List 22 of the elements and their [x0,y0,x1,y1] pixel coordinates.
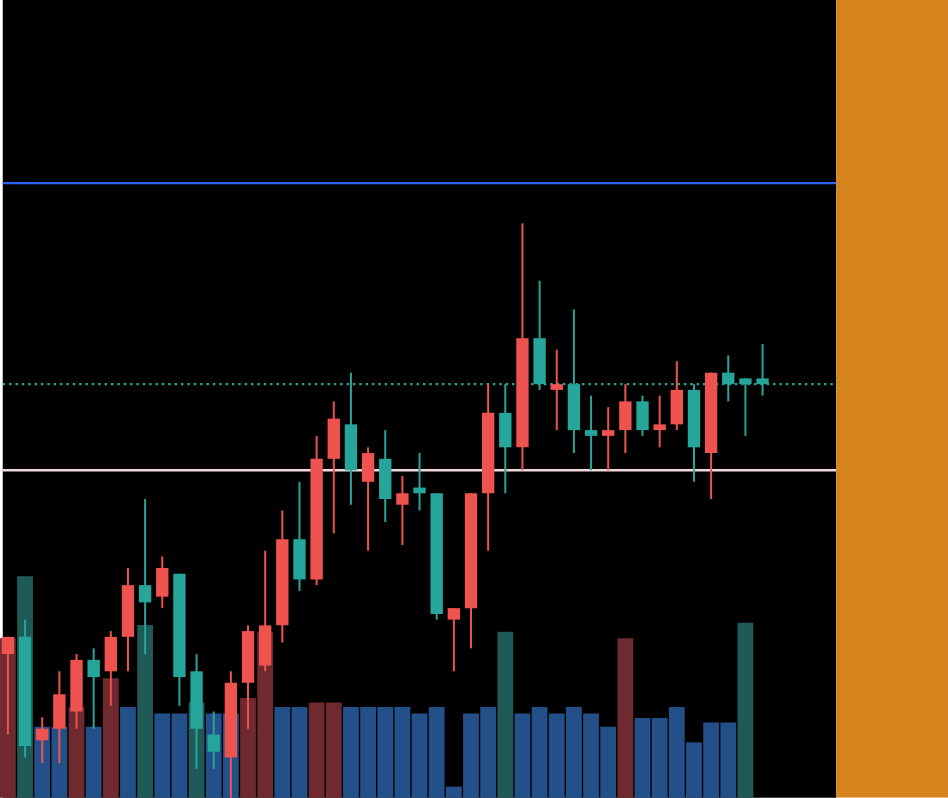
candlestick [156,555,169,609]
candlestick [636,394,649,437]
candlestick [413,451,426,512]
bar [497,631,514,798]
candlestick [602,405,615,471]
bar [120,706,136,798]
candlestick [327,400,340,535]
candlestick [584,394,598,471]
candlestick [670,359,683,431]
candlestick [293,480,306,592]
bar [85,726,102,798]
bar [102,677,119,798]
candlestick [550,348,563,431]
bar [137,624,153,798]
candlestick [447,606,461,672]
candlestick [653,394,666,449]
candlestick [619,382,632,454]
candlestick [379,428,392,523]
candlestick [361,446,375,552]
bar [737,622,754,798]
bar [617,637,634,798]
candlestick [396,474,409,546]
